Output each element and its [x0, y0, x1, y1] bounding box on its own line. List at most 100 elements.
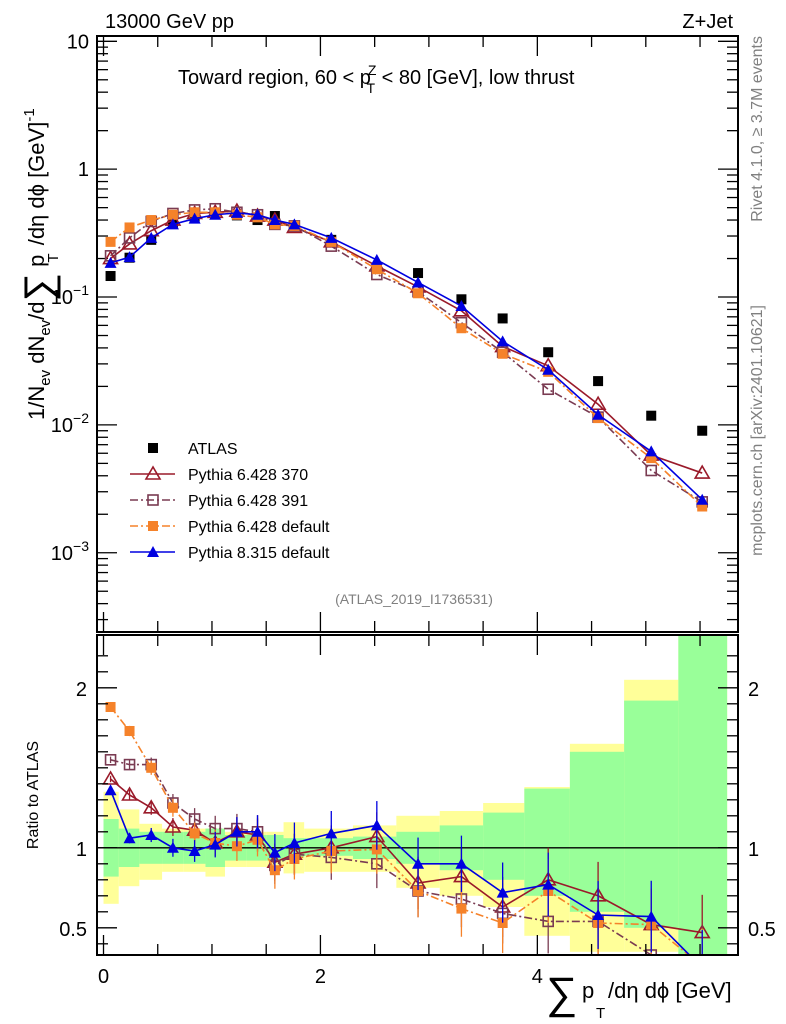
data-point — [105, 236, 116, 247]
svg-text:Toward region, 60 < pZT < 80 [: Toward region, 60 < pZ T < 80 [GeV], low … — [178, 62, 575, 96]
data-point — [123, 758, 136, 771]
data-point — [251, 825, 264, 837]
data-point — [145, 231, 158, 243]
band-bin — [483, 812, 525, 880]
ratio-ylabel: Ratio to ATLAS — [25, 741, 42, 849]
data-point — [251, 208, 264, 220]
data-point — [645, 445, 658, 457]
ratio-panel: 0.5 0.5 1 1 2 2 0 2 4 — [59, 634, 776, 988]
side-label-bottom: mcplots.cern.ch [arXiv:2401.10621] — [749, 305, 766, 556]
main-ylabel: 1/Nev dNev/d∑ pT /dη dϕ [GeV]-1 — [17, 108, 62, 420]
data-point — [413, 886, 424, 896]
legend-marker — [147, 494, 159, 506]
data-point — [496, 335, 509, 347]
y-tick-label: 1 — [78, 159, 89, 181]
data-point — [288, 837, 301, 848]
data-point — [542, 383, 554, 396]
data-point — [455, 857, 468, 869]
data-point — [164, 818, 182, 833]
data-point — [230, 825, 243, 837]
data-point — [189, 828, 200, 839]
data-point — [121, 786, 138, 801]
data-point — [123, 251, 136, 263]
ratio-series-pythia-8-315-default — [104, 784, 708, 973]
legend-marker — [148, 443, 158, 453]
data-point — [104, 784, 117, 796]
data-point — [268, 846, 281, 858]
data-point — [412, 276, 425, 288]
x-axis-label: ∑ p T /dη dϕ [GeV] — [546, 969, 732, 1022]
legend: ATLAS Pythia 6.428 370 Pythia 6.428 391 Pyt… — [130, 441, 330, 562]
data-point — [693, 464, 711, 479]
data-point — [645, 910, 658, 922]
data-point — [288, 218, 301, 230]
data-point — [497, 313, 508, 324]
data-point — [370, 819, 383, 831]
header-left: 13000 GeV pp — [105, 11, 234, 33]
data-point — [146, 215, 157, 226]
legend-label: Pythia 6.428 391 — [188, 493, 308, 510]
data-point — [592, 909, 605, 920]
analysis-label: (ATLAS_2019_I1736531) — [335, 591, 493, 607]
data-point — [413, 288, 424, 299]
y-tick-label: 0.5 — [59, 919, 87, 941]
data-point — [124, 222, 135, 233]
data-point — [325, 827, 338, 839]
series-atlas — [105, 208, 708, 436]
data-point — [104, 256, 117, 268]
band-bin — [569, 751, 625, 912]
data-point — [268, 214, 281, 226]
data-point — [696, 493, 709, 505]
series-line — [110, 211, 703, 508]
legend-marker — [148, 521, 158, 531]
data-point — [189, 207, 200, 218]
legend-marker — [144, 465, 162, 480]
data-point — [145, 829, 158, 840]
data-point — [146, 762, 157, 773]
data-point — [209, 208, 222, 220]
data-point — [542, 878, 555, 890]
legend-entry: Pythia 6.428 370 — [130, 465, 308, 484]
y-tick-label-right: 0.5 — [748, 919, 776, 941]
svg-text:∑: ∑ — [546, 969, 577, 1018]
svg-text:/dη dϕ [GeV]: /dη dϕ [GeV] — [608, 978, 732, 1003]
data-point — [166, 841, 179, 853]
legend-entry: ATLAS — [148, 441, 238, 458]
data-point — [646, 453, 657, 464]
svg-text:p: p — [582, 978, 594, 1003]
data-point — [455, 300, 468, 312]
data-point — [102, 770, 119, 785]
legend-marker — [147, 546, 159, 557]
data-point — [371, 264, 382, 275]
legend-entry: Pythia 6.428 391 — [130, 493, 308, 510]
legend-label: Pythia 6.428 default — [188, 519, 330, 536]
data-point — [188, 845, 201, 856]
series-pythia-8-315-default — [104, 206, 709, 505]
data-point — [412, 857, 425, 869]
y-tick-label: 2 — [76, 679, 87, 701]
data-point — [105, 271, 116, 282]
data-point — [456, 903, 467, 914]
legend-entry: Pythia 8.315 default — [130, 545, 330, 562]
legend-entry: Pythia 6.428 default — [130, 519, 330, 536]
plot-title: Toward region, 60 < pZ T < 80 [GeV], low … — [178, 62, 575, 96]
ratio-frame — [96, 634, 739, 956]
data-point — [230, 206, 243, 218]
legend-label: ATLAS — [188, 441, 238, 458]
side-label-top: Rivet 4.1.0, ≥ 3.7M events — [749, 36, 766, 222]
data-point — [209, 838, 222, 850]
x-tick-label: 2 — [315, 966, 326, 988]
data-point — [124, 726, 135, 736]
y-tick-label: 10−3 — [51, 538, 89, 565]
data-point — [496, 886, 509, 898]
data-point — [167, 802, 178, 813]
series-line — [110, 210, 703, 474]
series-pythia-6-428-default — [105, 207, 708, 512]
data-point — [497, 348, 508, 359]
band-bin — [524, 788, 570, 896]
data-point — [123, 832, 136, 844]
data-point — [456, 323, 467, 334]
data-point — [696, 962, 708, 973]
y-tick-label: 10−1 — [51, 282, 89, 309]
